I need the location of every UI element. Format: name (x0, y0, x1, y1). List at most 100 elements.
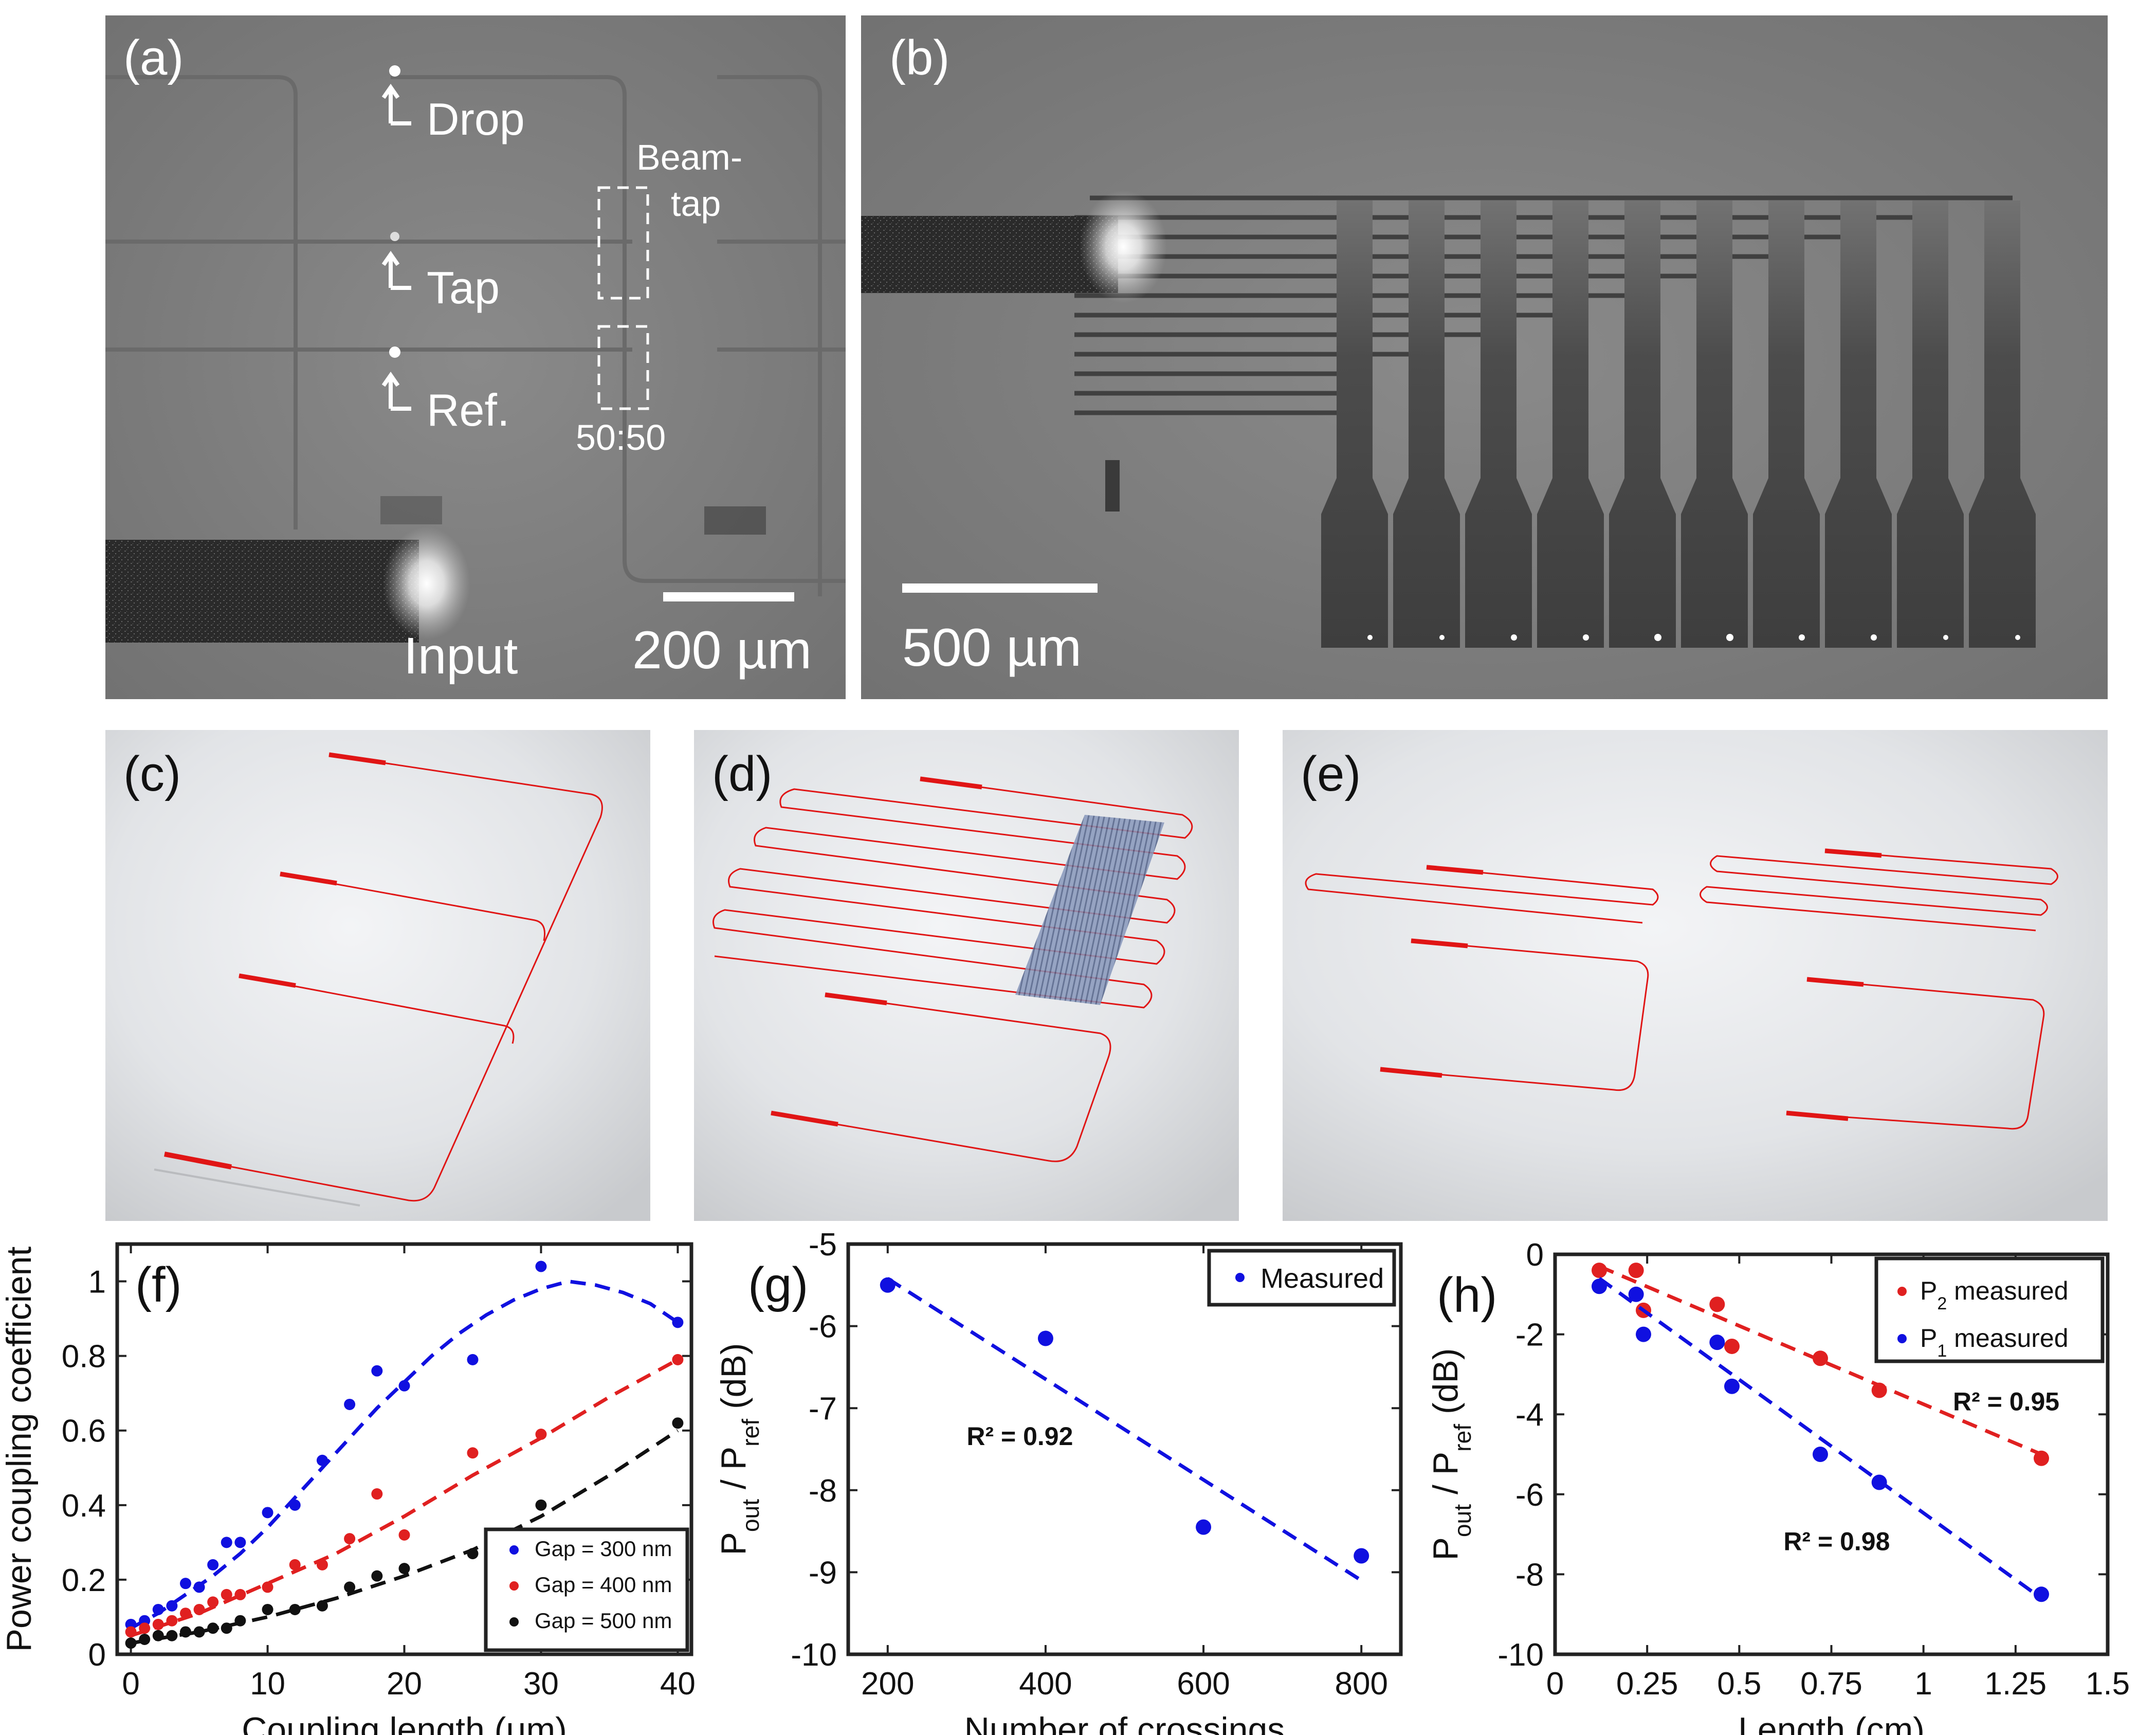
x-tick-label: 10 (250, 1666, 285, 1702)
data-point (1724, 1378, 1740, 1394)
data-point (193, 1626, 205, 1638)
y-tick-label: 0.2 (62, 1563, 106, 1598)
data-point (152, 1630, 164, 1641)
y-axis-label: Power coupling coefficient (0, 1247, 39, 1652)
ref-label: Ref. (427, 385, 509, 435)
panel-a-tag: (a) (123, 30, 184, 85)
x-tick-label: 30 (523, 1666, 559, 1702)
data-point (672, 1317, 684, 1328)
data-point (234, 1537, 246, 1548)
data-point (1628, 1286, 1644, 1302)
x-tick-label: 1 (1914, 1666, 1932, 1702)
y-tick-label: -2 (1515, 1318, 1544, 1353)
x-tick-label: 600 (1177, 1666, 1230, 1702)
data-point (344, 1398, 356, 1410)
data-point (1813, 1350, 1828, 1366)
data-point (234, 1615, 246, 1627)
data-point (398, 1529, 410, 1541)
y-tick-label: -6 (809, 1309, 837, 1345)
panel-e-tag: (e) (1301, 746, 1361, 801)
data-point (1724, 1338, 1740, 1354)
fit-line (130, 1358, 679, 1638)
x-axis-label: Number of crossings (964, 1710, 1285, 1735)
data-point (371, 1488, 383, 1500)
panel-a-arrows (381, 84, 411, 411)
panel-b-glow (1080, 190, 1167, 303)
data-point (1709, 1335, 1725, 1350)
data-point (880, 1277, 896, 1293)
r-squared-label: R² = 0.92 (966, 1422, 1073, 1451)
data-point (1354, 1548, 1369, 1564)
y-tick-label: -9 (809, 1555, 837, 1591)
data-point (125, 1637, 137, 1649)
data-point (139, 1622, 151, 1634)
fit-line (886, 1277, 1363, 1582)
panel-b: (b) 500 µm (861, 15, 2108, 699)
y-axis-label: Pout / Pref (dB) (714, 1343, 764, 1555)
data-point (1628, 1263, 1644, 1279)
panel-tag: (h) (1437, 1268, 1497, 1323)
y-tick-label: -5 (809, 1227, 837, 1263)
panel-d-inputs (771, 776, 982, 1127)
data-point (221, 1537, 232, 1548)
data-point (344, 1581, 356, 1593)
x-tick-label: 400 (1019, 1666, 1072, 1702)
legend-marker (1235, 1273, 1245, 1282)
beam-tap-label-1: Beam- (636, 137, 742, 177)
data-point (398, 1563, 410, 1575)
panel-b-tag: (b) (889, 30, 949, 85)
data-point (179, 1578, 191, 1590)
data-point (1196, 1519, 1212, 1535)
data-point (1592, 1279, 1607, 1294)
data-point (125, 1626, 137, 1638)
data-point (467, 1354, 479, 1365)
data-point (467, 1548, 479, 1560)
panel-tag: (f) (135, 1257, 182, 1312)
data-point (207, 1559, 219, 1570)
panel-e-left-structure (1305, 850, 2058, 1130)
crossing-grating (1015, 815, 1164, 1005)
y-tick-label: 0 (88, 1637, 106, 1673)
y-tick-label: -6 (1515, 1477, 1544, 1513)
panel-a-waveguide-traces (105, 75, 846, 596)
panel-b-pad (1105, 460, 1120, 512)
splitter-box (597, 325, 649, 410)
data-point (166, 1630, 178, 1641)
panel-d-spiral (712, 778, 1193, 1162)
x-axis-label: Coupling length (μm) (242, 1710, 567, 1735)
data-point (179, 1626, 191, 1638)
data-point (398, 1380, 410, 1392)
data-point (316, 1454, 328, 1466)
fit-line (1598, 1276, 2043, 1600)
y-tick-label: -4 (1515, 1397, 1544, 1433)
data-point (1037, 1330, 1053, 1346)
y-tick-label: -10 (1497, 1637, 1544, 1673)
data-point (672, 1417, 684, 1429)
panel-a: (a) Drop Tap Ref. Beam- tap 50:50 Input … (105, 15, 846, 699)
y-tick-label: 1 (88, 1265, 106, 1300)
data-point (221, 1622, 232, 1634)
input-glow (383, 527, 470, 640)
y-tick-label: 0.4 (62, 1488, 106, 1524)
data-point (221, 1588, 232, 1600)
y-tick-label: -7 (809, 1391, 837, 1427)
panel-tag: (g) (748, 1257, 808, 1312)
y-tick-label: -8 (1515, 1557, 1544, 1593)
data-point (344, 1533, 356, 1545)
legend-marker (1897, 1334, 1907, 1343)
data-point (535, 1428, 547, 1440)
legend-label: Gap = 500 nm (535, 1609, 672, 1633)
panel-e-background (1283, 730, 2108, 1221)
data-point (139, 1633, 151, 1645)
panel-d-tag: (d) (712, 746, 772, 801)
data-point (1871, 1382, 1887, 1398)
x-tick-label: 40 (660, 1666, 696, 1702)
data-point (535, 1261, 547, 1272)
fit-line (131, 1429, 679, 1645)
y-axis-label: Pout / Pref (dB) (1426, 1348, 1476, 1560)
data-point (672, 1354, 684, 1365)
y-tick-label: 0.8 (62, 1339, 106, 1375)
x-tick-label: 0.25 (1616, 1666, 1678, 1702)
scalebar-b (902, 583, 1098, 593)
legend-label: P2 measured (1920, 1276, 2069, 1313)
